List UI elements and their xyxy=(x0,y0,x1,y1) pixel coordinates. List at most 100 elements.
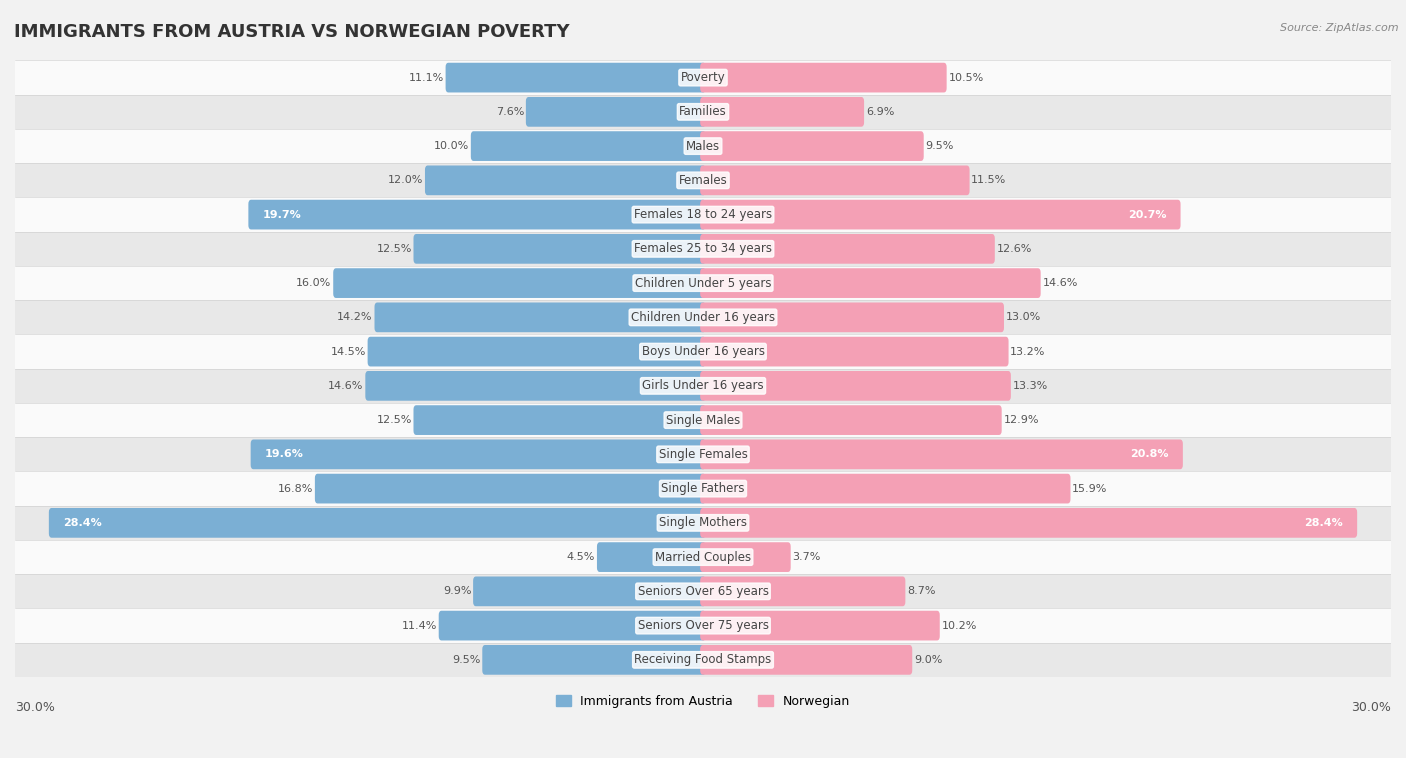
Bar xyxy=(15,540,1391,575)
Text: 16.0%: 16.0% xyxy=(297,278,332,288)
Text: Married Couples: Married Couples xyxy=(655,550,751,564)
Text: 19.6%: 19.6% xyxy=(264,449,304,459)
FancyBboxPatch shape xyxy=(700,131,924,161)
Bar xyxy=(15,61,1391,95)
FancyBboxPatch shape xyxy=(700,302,1004,332)
FancyBboxPatch shape xyxy=(367,337,706,366)
Text: 10.0%: 10.0% xyxy=(434,141,470,151)
FancyBboxPatch shape xyxy=(526,97,706,127)
Text: 12.5%: 12.5% xyxy=(377,244,412,254)
Text: Seniors Over 65 years: Seniors Over 65 years xyxy=(637,585,769,598)
Text: 11.5%: 11.5% xyxy=(972,175,1007,186)
Text: 14.6%: 14.6% xyxy=(328,381,364,391)
Text: Poverty: Poverty xyxy=(681,71,725,84)
FancyBboxPatch shape xyxy=(700,337,1008,366)
Text: 9.9%: 9.9% xyxy=(443,587,471,597)
FancyBboxPatch shape xyxy=(700,542,790,572)
FancyBboxPatch shape xyxy=(413,406,706,435)
FancyBboxPatch shape xyxy=(700,406,1001,435)
Text: Females: Females xyxy=(679,174,727,187)
Text: Females 25 to 34 years: Females 25 to 34 years xyxy=(634,243,772,255)
Bar xyxy=(15,403,1391,437)
Text: 28.4%: 28.4% xyxy=(1305,518,1343,528)
Text: 30.0%: 30.0% xyxy=(1351,701,1391,714)
Text: 19.7%: 19.7% xyxy=(263,210,301,220)
Text: 9.0%: 9.0% xyxy=(914,655,942,665)
Bar xyxy=(15,95,1391,129)
FancyBboxPatch shape xyxy=(446,63,706,92)
Text: 13.0%: 13.0% xyxy=(1005,312,1040,322)
Bar xyxy=(15,437,1391,471)
Bar xyxy=(15,232,1391,266)
Bar xyxy=(15,643,1391,677)
Text: 9.5%: 9.5% xyxy=(925,141,953,151)
Text: Single Mothers: Single Mothers xyxy=(659,516,747,529)
Bar xyxy=(15,368,1391,403)
FancyBboxPatch shape xyxy=(249,200,706,230)
Text: Families: Families xyxy=(679,105,727,118)
FancyBboxPatch shape xyxy=(374,302,706,332)
FancyBboxPatch shape xyxy=(700,577,905,606)
Text: 14.5%: 14.5% xyxy=(330,346,366,356)
Text: 3.7%: 3.7% xyxy=(793,552,821,562)
FancyBboxPatch shape xyxy=(472,577,706,606)
Text: Children Under 5 years: Children Under 5 years xyxy=(634,277,772,290)
Text: 15.9%: 15.9% xyxy=(1073,484,1108,493)
FancyBboxPatch shape xyxy=(333,268,706,298)
FancyBboxPatch shape xyxy=(700,645,912,675)
Text: Males: Males xyxy=(686,139,720,152)
FancyBboxPatch shape xyxy=(315,474,706,503)
Text: Single Males: Single Males xyxy=(666,414,740,427)
Text: 11.4%: 11.4% xyxy=(402,621,437,631)
FancyBboxPatch shape xyxy=(700,611,939,641)
Text: 12.0%: 12.0% xyxy=(388,175,423,186)
Text: 7.6%: 7.6% xyxy=(496,107,524,117)
FancyBboxPatch shape xyxy=(700,165,970,196)
Text: 14.2%: 14.2% xyxy=(337,312,373,322)
Text: Single Fathers: Single Fathers xyxy=(661,482,745,495)
Text: Single Females: Single Females xyxy=(658,448,748,461)
Text: IMMIGRANTS FROM AUSTRIA VS NORWEGIAN POVERTY: IMMIGRANTS FROM AUSTRIA VS NORWEGIAN POV… xyxy=(14,23,569,41)
Text: Seniors Over 75 years: Seniors Over 75 years xyxy=(637,619,769,632)
Text: Children Under 16 years: Children Under 16 years xyxy=(631,311,775,324)
Text: 8.7%: 8.7% xyxy=(907,587,935,597)
Text: 12.5%: 12.5% xyxy=(377,415,412,425)
Text: Receiving Food Stamps: Receiving Food Stamps xyxy=(634,653,772,666)
Text: 10.2%: 10.2% xyxy=(942,621,977,631)
FancyBboxPatch shape xyxy=(700,508,1357,537)
Bar xyxy=(15,471,1391,506)
Text: 20.8%: 20.8% xyxy=(1130,449,1168,459)
Bar xyxy=(15,300,1391,334)
FancyBboxPatch shape xyxy=(700,97,865,127)
Bar xyxy=(15,198,1391,232)
FancyBboxPatch shape xyxy=(439,611,706,641)
FancyBboxPatch shape xyxy=(366,371,706,401)
FancyBboxPatch shape xyxy=(700,371,1011,401)
Text: 30.0%: 30.0% xyxy=(15,701,55,714)
Text: 4.5%: 4.5% xyxy=(567,552,595,562)
Text: 14.6%: 14.6% xyxy=(1042,278,1078,288)
FancyBboxPatch shape xyxy=(250,440,706,469)
Text: Boys Under 16 years: Boys Under 16 years xyxy=(641,345,765,358)
FancyBboxPatch shape xyxy=(700,63,946,92)
Text: 12.9%: 12.9% xyxy=(1004,415,1039,425)
Text: Females 18 to 24 years: Females 18 to 24 years xyxy=(634,208,772,221)
Text: 13.2%: 13.2% xyxy=(1011,346,1046,356)
Text: Source: ZipAtlas.com: Source: ZipAtlas.com xyxy=(1281,23,1399,33)
Text: 16.8%: 16.8% xyxy=(278,484,314,493)
Text: 9.5%: 9.5% xyxy=(453,655,481,665)
Text: 28.4%: 28.4% xyxy=(63,518,101,528)
FancyBboxPatch shape xyxy=(482,645,706,675)
FancyBboxPatch shape xyxy=(700,440,1182,469)
FancyBboxPatch shape xyxy=(413,234,706,264)
Legend: Immigrants from Austria, Norwegian: Immigrants from Austria, Norwegian xyxy=(555,695,851,708)
Bar xyxy=(15,129,1391,163)
Bar xyxy=(15,575,1391,609)
Text: Girls Under 16 years: Girls Under 16 years xyxy=(643,379,763,393)
FancyBboxPatch shape xyxy=(598,542,706,572)
FancyBboxPatch shape xyxy=(49,508,706,537)
Text: 10.5%: 10.5% xyxy=(949,73,984,83)
Text: 20.7%: 20.7% xyxy=(1128,210,1166,220)
FancyBboxPatch shape xyxy=(425,165,706,196)
Text: 6.9%: 6.9% xyxy=(866,107,894,117)
